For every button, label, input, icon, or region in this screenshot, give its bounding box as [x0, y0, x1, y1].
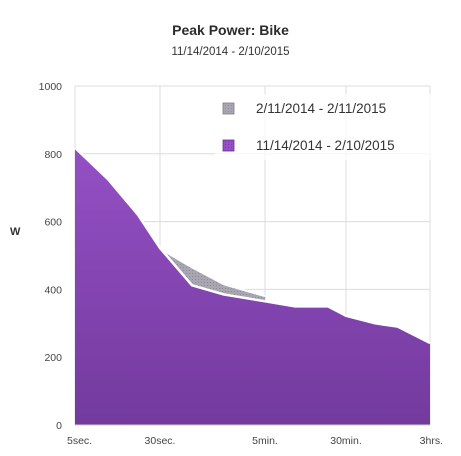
x-tick-label: 3hrs. [420, 435, 443, 447]
y-tick-label: 600 [44, 217, 62, 229]
x-tick-label: 5sec. [67, 435, 92, 447]
y-axis-ticks: 0 200 400 600 800 1000 [39, 81, 63, 432]
y-tick-label: 200 [44, 352, 62, 364]
legend-background [215, 94, 435, 160]
legend-label: 2/11/2014 - 2/11/2015 [256, 101, 386, 116]
y-axis-label: W [10, 226, 21, 238]
y-tick-label: 1000 [39, 81, 63, 93]
x-tick-label: 30min. [330, 435, 362, 447]
series-area-current [75, 147, 430, 425]
y-tick-label: 800 [44, 149, 62, 161]
chart-legend[interactable]: 2/11/2014 - 2/11/2015 11/14/2014 - 2/10/2… [215, 94, 435, 160]
legend-item[interactable]: 11/14/2014 - 2/10/2015 [222, 138, 395, 153]
y-tick-label: 400 [44, 284, 62, 296]
x-tick-label: 30sec. [145, 435, 176, 447]
chart-areas [74, 146, 431, 426]
series-line-current [74, 146, 431, 345]
legend-item[interactable]: 2/11/2014 - 2/11/2015 [222, 101, 386, 116]
chart-subtitle: 11/14/2014 - 2/10/2015 [171, 46, 290, 58]
legend-swatch [222, 139, 235, 152]
x-axis-ticks: 5sec. 30sec. 5min. 30min. 3hrs. [67, 435, 443, 447]
x-tick-label: 5min. [252, 435, 278, 447]
legend-swatch [222, 102, 235, 115]
chart-title: Peak Power: Bike [172, 22, 289, 38]
legend-label: 11/14/2014 - 2/10/2015 [256, 138, 395, 153]
y-tick-label: 0 [56, 420, 62, 432]
series-line-prior-year [159, 247, 266, 298]
